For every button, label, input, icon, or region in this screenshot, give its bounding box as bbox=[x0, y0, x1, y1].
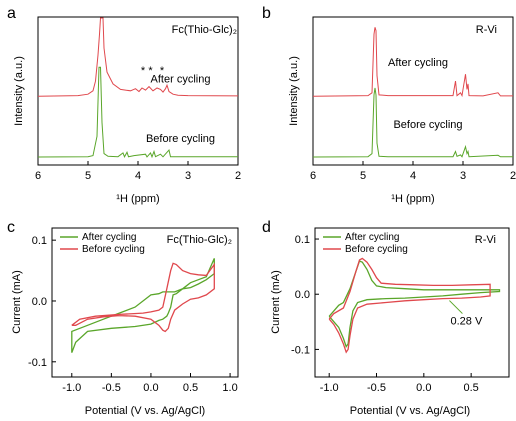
y-axis-label-d: Current (mA) bbox=[270, 270, 282, 334]
x-axis-label-d: Potential (V vs. Ag/AgCl) bbox=[350, 405, 470, 417]
y-axis-label-a: Intensity (a.u.) bbox=[13, 56, 25, 126]
x-tick-label-b-1: 5 bbox=[360, 170, 366, 182]
series-group-a bbox=[37, 17, 239, 159]
x-tick-label-b-2: 4 bbox=[410, 170, 416, 182]
chart-title-a: Fc(Thio-Glc)₂ bbox=[172, 24, 237, 36]
y-tick-label-c-0: -0.1 bbox=[28, 357, 47, 369]
chart-panel-b: R-Vi Intensity (a.u.) ¹H (ppm) 6 5 4 3 2 Aft… bbox=[288, 16, 516, 205]
annotation-d: 0.28 V bbox=[449, 300, 483, 328]
chart-title-d: R-Vi bbox=[475, 234, 496, 246]
series-label-b-0: After cycling bbox=[388, 57, 448, 69]
x-tick-label-a-2: 4 bbox=[135, 170, 141, 182]
series-label-a-1: Before cycling bbox=[146, 133, 215, 145]
y-tick-label-c-2: 0.1 bbox=[32, 235, 47, 247]
series-line-d-0 bbox=[328, 260, 501, 349]
annotation-arrow-d-0 bbox=[449, 300, 463, 314]
spectrum-line-a-1 bbox=[37, 66, 239, 159]
peak-marker-a-0: * bbox=[141, 65, 146, 77]
x-tick-label-c-2: 0.0 bbox=[143, 382, 158, 394]
x-tick-label-d-2: 0.0 bbox=[416, 382, 431, 394]
x-tick-label-c-0: -1.0 bbox=[62, 382, 81, 394]
x-tick-label-d-3: 0.5 bbox=[463, 382, 478, 394]
series-line-c-1 bbox=[71, 262, 215, 333]
y-axis-label-c: Current (mA) bbox=[11, 270, 23, 334]
ticks-d: -1.0 -0.5 0.0 0.5 -0.1 0.0 0.1 bbox=[291, 234, 479, 394]
plot-frame-c bbox=[51, 227, 239, 378]
y-tick-label-d-2: 0.1 bbox=[295, 234, 310, 246]
plot-frame-d bbox=[314, 227, 510, 378]
x-tick-label-b-4: 2 bbox=[510, 170, 516, 182]
series-group-c bbox=[71, 258, 215, 353]
peak-marker-a-2: * bbox=[160, 65, 165, 77]
panel-letter-a: a bbox=[7, 5, 16, 22]
series-label-b-1: Before cycling bbox=[393, 119, 462, 131]
y-tick-label-d-1: 0.0 bbox=[295, 289, 310, 301]
annotation-text-d-0: 0.28 V bbox=[451, 316, 483, 328]
legend-label-d-1: Before cycling bbox=[345, 244, 408, 255]
y-axis-label-b: Intensity (a.u.) bbox=[288, 56, 300, 126]
series-line-d-1 bbox=[328, 257, 491, 354]
panel-letter-d: d bbox=[262, 219, 271, 236]
series-group-b bbox=[312, 27, 513, 158]
y-tick-label-c-1: 0.0 bbox=[32, 296, 47, 308]
peak-marker-a-1: * bbox=[148, 65, 153, 77]
y-tick-label-d-0: -0.1 bbox=[291, 344, 310, 356]
x-tick-label-a-3: 3 bbox=[185, 170, 191, 182]
x-tick-label-c-3: 0.5 bbox=[183, 382, 198, 394]
legend-label-c-1: Before cycling bbox=[82, 244, 145, 255]
panel-letter-c: c bbox=[7, 219, 15, 236]
x-axis-label-a: ¹H (ppm) bbox=[116, 193, 159, 205]
x-tick-label-a-4: 2 bbox=[235, 170, 241, 182]
x-ticks-a: 6 5 4 3 2 bbox=[35, 161, 241, 182]
series-label-a-0: After cycling bbox=[151, 73, 211, 85]
series-group-d bbox=[328, 257, 501, 354]
chart-title-b: R-Vi bbox=[476, 24, 497, 36]
x-tick-label-d-1: -0.5 bbox=[367, 382, 386, 394]
ticks-c: -1.0 -0.5 0.0 0.5 1.0 -0.1 0.0 0.1 bbox=[28, 235, 238, 394]
panel-letter-b: b bbox=[262, 5, 271, 22]
x-ticks-b: 6 5 4 3 2 bbox=[310, 161, 516, 182]
spectrum-line-b-1 bbox=[312, 87, 513, 158]
chart-panel-c: Fc(Thio-Glc)₂ Current (mA) Potential (V … bbox=[11, 227, 239, 417]
x-tick-label-b-3: 3 bbox=[460, 170, 466, 182]
chart-title-c: Fc(Thio-Glc)₂ bbox=[167, 234, 232, 246]
x-tick-label-a-0: 6 bbox=[35, 170, 41, 182]
legend-label-c-0: After cycling bbox=[82, 232, 136, 243]
chart-panel-d: R-Vi Current (mA) Potential (V vs. Ag/Ag… bbox=[270, 227, 510, 417]
x-tick-label-d-0: -1.0 bbox=[320, 382, 339, 394]
x-tick-label-c-1: -0.5 bbox=[102, 382, 121, 394]
x-tick-label-b-0: 6 bbox=[310, 170, 316, 182]
x-axis-label-b: ¹H (ppm) bbox=[391, 193, 434, 205]
chart-panel-a: Fc(Thio-Glc)₂ Intensity (a.u.) ¹H (ppm) … bbox=[13, 16, 241, 205]
x-tick-label-c-4: 1.0 bbox=[222, 382, 237, 394]
x-axis-label-c: Potential (V vs. Ag/AgCl) bbox=[85, 405, 205, 417]
x-tick-label-a-1: 5 bbox=[85, 170, 91, 182]
plot-frame-b bbox=[312, 16, 514, 166]
series-line-c-0 bbox=[71, 258, 215, 353]
series-labels-b: After cycling Before cycling bbox=[388, 57, 463, 131]
spectrum-line-a-0 bbox=[37, 17, 239, 97]
spectrum-line-b-0 bbox=[312, 27, 513, 98]
legend-label-d-0: After cycling bbox=[345, 232, 399, 243]
